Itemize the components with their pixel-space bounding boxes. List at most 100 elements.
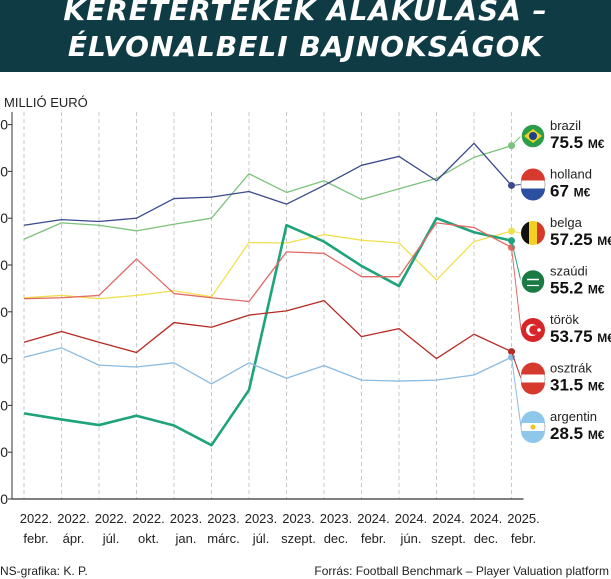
x-tick-label-month: márc. bbox=[207, 531, 240, 546]
x-tick-label-year: 2024. bbox=[432, 511, 465, 526]
legend-series-name: osztrák bbox=[550, 361, 592, 376]
legend-series-name: brazil bbox=[550, 118, 581, 133]
x-tick-label-year: 2023. bbox=[245, 511, 278, 526]
netherlands-flag-red bbox=[521, 168, 545, 181]
legend-series-value: 53.75 M€ bbox=[550, 327, 611, 346]
legend-series-value: 31.5 M€ bbox=[550, 376, 605, 395]
series-line-holland bbox=[23, 142, 512, 226]
austria-flag-red-bottom bbox=[521, 382, 545, 395]
y-tick-label: 0 bbox=[0, 491, 8, 507]
legend-series-value: 55.2 M€ bbox=[550, 279, 605, 298]
legend-connector bbox=[511, 240, 522, 282]
legend-series-unit: M€ bbox=[574, 186, 591, 200]
x-tick-label-year: 2023. bbox=[207, 511, 240, 526]
series-line-argentin bbox=[23, 347, 512, 385]
x-tick-label-month: szept. bbox=[431, 531, 466, 546]
x-tick-label-month: jan. bbox=[175, 531, 197, 546]
netherlands-flag-blue bbox=[521, 188, 545, 201]
chart-title-line-1: KERETÉRTÉKEK ALAKULÁSA – bbox=[63, 0, 548, 27]
y-tick-label: 80 bbox=[0, 117, 8, 133]
legend-series-value: 28.5 M€ bbox=[550, 424, 605, 443]
x-tick-label-month: júl. bbox=[252, 531, 270, 546]
legend-series-name: belga bbox=[550, 215, 583, 230]
saudi-flag-field bbox=[520, 268, 546, 295]
y-tick-label: 50 bbox=[0, 257, 8, 273]
legend-connector bbox=[511, 351, 522, 379]
y-tick-label: 30 bbox=[0, 351, 8, 367]
chart-axes: MILLIÓ EURÓ 0 10 20 30 40 50 60 70 80 2022. febr. 20… bbox=[0, 95, 540, 546]
legend-series-value: 57.25 M€ bbox=[550, 230, 611, 249]
x-tick-label-month: febr. bbox=[23, 531, 48, 546]
legend-series-unit: M€ bbox=[597, 234, 611, 248]
line-chart: MILLIÓ EURÓ 0 10 20 30 40 50 60 70 80 2022. febr. 20… bbox=[0, 95, 611, 546]
legend-connector bbox=[511, 247, 522, 331]
series-line-szaúdi bbox=[23, 216, 512, 447]
legend-series-name: török bbox=[550, 312, 579, 327]
x-tick-label-year: 2024. bbox=[470, 511, 503, 526]
x-tick-label-year: 2024. bbox=[395, 511, 428, 526]
y-tick-label: 70 bbox=[0, 163, 8, 179]
x-tick-label-month: febr. bbox=[511, 531, 536, 546]
legend-series-name: szaúdi bbox=[550, 264, 588, 279]
x-tick-label-month: okt. bbox=[138, 531, 159, 546]
chart-title-line-2: ÉLVONALBELI BAJNOKSÁGOK bbox=[67, 30, 544, 63]
legend-series-unit: M€ bbox=[588, 380, 605, 394]
series-line-osztrák bbox=[23, 299, 512, 360]
x-tick-label-year: 2023. bbox=[320, 511, 353, 526]
x-tick-label-month: dec. bbox=[324, 531, 349, 546]
data-source: Forrás: Football Benchmark – Player Valu… bbox=[314, 564, 609, 578]
belgium-flag-red bbox=[537, 221, 545, 245]
legend-connector bbox=[511, 184, 522, 186]
x-tick-label-year: 2023. bbox=[170, 511, 203, 526]
legend-connector bbox=[511, 357, 522, 428]
series-line-belga bbox=[23, 230, 512, 300]
legend-series-value: 67 M€ bbox=[550, 182, 591, 201]
title-banner: KERETÉRTÉKEK ALAKULÁSA – ÉLVONALBELI BAJ… bbox=[0, 0, 611, 72]
brazil-flag-globe bbox=[529, 132, 537, 140]
x-tick-label-year: 2022. bbox=[95, 511, 128, 526]
x-tick-label-month: febr. bbox=[361, 531, 386, 546]
argentina-flag-sun bbox=[530, 424, 536, 430]
legend-series-name: argentin bbox=[550, 409, 597, 424]
x-tick-label-year: 2022. bbox=[132, 511, 165, 526]
argentina-flag-blue-bottom bbox=[521, 431, 545, 443]
belgium-flag-black bbox=[521, 221, 529, 245]
legend-series-unit: M€ bbox=[588, 137, 605, 151]
chart-series bbox=[23, 142, 515, 447]
legend-series-unit: M€ bbox=[588, 428, 605, 442]
x-tick-label-month: dec. bbox=[474, 531, 499, 546]
x-tick-label-month: szept. bbox=[281, 531, 316, 546]
legend-connector bbox=[511, 135, 522, 147]
x-tick-label-year: 2022. bbox=[20, 511, 53, 526]
graphics-credit: NS-grafika: K. P. bbox=[0, 564, 88, 578]
austria-flag-red-top bbox=[521, 362, 545, 375]
turkey-flag-star bbox=[537, 328, 541, 332]
x-tick-label-year: 2024. bbox=[357, 511, 390, 526]
legend-series-value: 75.5 M€ bbox=[550, 133, 605, 152]
x-tick-label-year: 2023. bbox=[282, 511, 315, 526]
legend-series-name: holland bbox=[550, 167, 592, 182]
y-tick-label: 20 bbox=[0, 397, 8, 413]
turkey-flag-crescent-inner bbox=[529, 325, 539, 335]
series-line-török bbox=[23, 222, 512, 303]
x-tick-label-month: jún. bbox=[400, 531, 422, 546]
y-tick-label: 60 bbox=[0, 210, 8, 226]
x-tick-label-month: júl. bbox=[102, 531, 120, 546]
legend-series-unit: M€ bbox=[588, 283, 605, 297]
y-tick-label: 40 bbox=[0, 304, 8, 320]
legend-series-unit: M€ bbox=[597, 331, 611, 345]
y-tick-label: 10 bbox=[0, 444, 8, 460]
legend-connector bbox=[511, 230, 522, 234]
series-line-brazil bbox=[23, 145, 512, 240]
chart-grid bbox=[23, 112, 512, 499]
x-tick-label-year: 2022. bbox=[57, 511, 90, 526]
argentina-flag-blue-top bbox=[521, 411, 545, 423]
